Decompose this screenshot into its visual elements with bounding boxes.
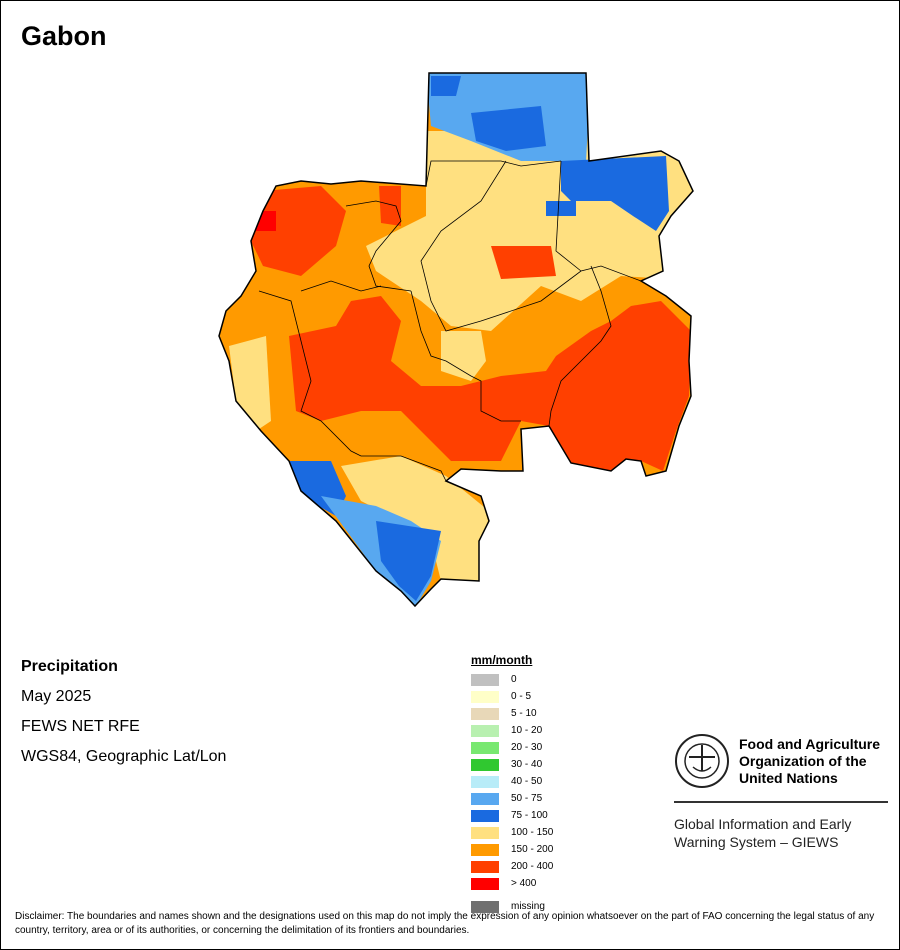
map-source: FEWS NET RFE [21, 718, 140, 735]
zone-75-100-north-west [431, 76, 461, 96]
legend-row: 150 - 200 [471, 841, 553, 858]
legend-label: 50 - 75 [511, 793, 543, 804]
legend-row: 200 - 400 [471, 858, 553, 875]
legend-row: 20 - 30 [471, 739, 553, 756]
zone-200-400-north-west-patch [379, 186, 401, 226]
legend-row: 100 - 150 [471, 824, 553, 841]
legend-row: 0 - 5 [471, 688, 553, 705]
rainfall-zones [219, 73, 693, 606]
legend-row: 5 - 10 [471, 705, 553, 722]
zone-75-100-north-east [561, 156, 669, 231]
legend-label: 30 - 40 [511, 759, 543, 770]
legend-row: > 400 [471, 875, 553, 892]
zone-75-100-south [376, 521, 441, 601]
map-title: Gabon [21, 21, 107, 51]
map-variable: Precipitation [21, 658, 118, 675]
legend-label: 5 - 10 [511, 708, 537, 719]
legend-label: 150 - 200 [511, 844, 554, 855]
legend-label: 200 - 400 [511, 861, 554, 872]
zone-75-100-north-east-patch [546, 201, 576, 216]
legend-label: 0 - 5 [511, 691, 532, 702]
legend-row: 40 - 50 [471, 773, 553, 790]
legend-swatch [471, 707, 499, 720]
legend-row: 75 - 100 [471, 807, 553, 824]
legend-swatch [471, 690, 499, 703]
legend-label: 0 [511, 674, 517, 685]
map-projection: WGS84, Geographic Lat/Lon [21, 748, 227, 765]
legend-swatch [471, 724, 499, 737]
zone-200-400-north-west [251, 186, 346, 276]
legend-row: 50 - 75 [471, 790, 553, 807]
legend-label: 10 - 20 [511, 725, 543, 736]
province-boundaries [258, 160, 642, 482]
legend-label: 100 - 150 [511, 827, 554, 838]
zone-75-100-north [471, 106, 546, 151]
legend-swatch [471, 809, 499, 822]
zone-200-400-central-belt [289, 296, 691, 471]
map-period: May 2025 [21, 688, 92, 705]
legend-label: > 400 [511, 878, 537, 889]
legend-swatch [471, 877, 499, 890]
legend-label: 20 - 30 [511, 742, 543, 753]
legend-swatch [471, 826, 499, 839]
fao-name: Food and Agriculture Organization of the… [739, 736, 881, 786]
zone-200-400-centre-north [491, 246, 556, 279]
legend-swatch [471, 860, 499, 873]
legend-label: 40 - 50 [511, 776, 543, 787]
legend-row: 10 - 20 [471, 722, 553, 739]
legend-swatch [471, 843, 499, 856]
legend-row: 30 - 40 [471, 756, 553, 773]
legend-title: mm/month [471, 653, 533, 667]
zone-100-150-centre [441, 331, 486, 381]
gabon-precipitation-map [218, 72, 694, 608]
gabon-outline [218, 72, 694, 608]
legend-swatch [471, 673, 499, 686]
legend-swatch-missing [471, 900, 499, 913]
zone-100-150-south [341, 456, 489, 586]
zone-100-150-west [229, 336, 271, 431]
legend-swatch [471, 775, 499, 788]
disclaimer: Disclaimer: The boundaries and names sho… [15, 911, 875, 936]
branding-divider [674, 801, 888, 803]
legend-rows: 0 0 - 5 5 - 10 10 - 20 20 - 30 30 - 40 40 - 50… [471, 671, 553, 892]
legend-swatch [471, 741, 499, 754]
legend-label: 75 - 100 [511, 810, 548, 821]
legend-row: 0 [471, 671, 553, 688]
legend-label-missing: missing [511, 901, 545, 912]
legend-row-missing: missing [471, 898, 553, 915]
fao-logo-icon [675, 734, 729, 788]
giews-name: Global Information and Early Warning Sys… [674, 816, 852, 850]
legend: mm/month 0 0 - 5 5 - 10 10 - 20 20 - 30 30 - … [471, 653, 553, 915]
legend-swatch [471, 792, 499, 805]
legend-swatch [471, 758, 499, 771]
